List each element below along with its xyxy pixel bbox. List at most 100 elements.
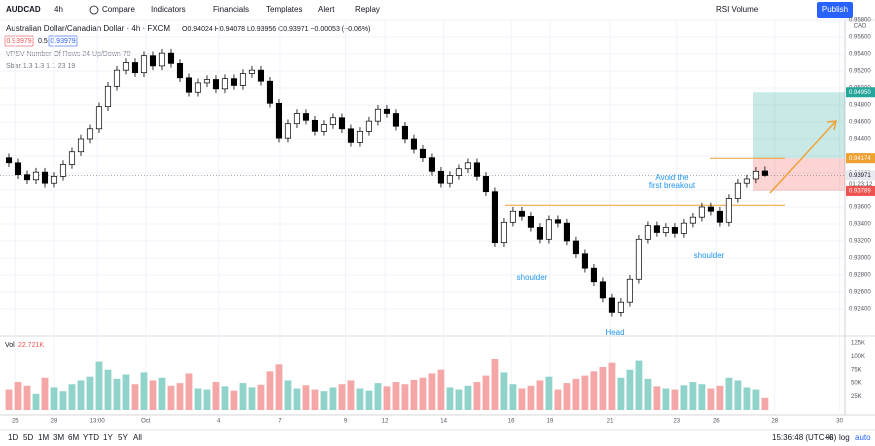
annotation: Head bbox=[605, 328, 624, 337]
y-tick-label: 0.94400 bbox=[849, 137, 871, 143]
volume-tick-label: 75K bbox=[851, 367, 862, 373]
range-button[interactable]: 1M bbox=[38, 433, 49, 442]
candle-body bbox=[32, 171, 40, 181]
volume-bar bbox=[347, 380, 355, 410]
y-tick-label: 0.94800 bbox=[849, 103, 871, 109]
volume-bar bbox=[14, 382, 22, 410]
price-tag-label: 0.94174 bbox=[849, 156, 871, 162]
range-button[interactable]: 5D bbox=[23, 433, 33, 442]
bid-box[interactable] bbox=[4, 35, 34, 47]
volume-bar bbox=[392, 382, 400, 410]
candle-body bbox=[194, 82, 202, 93]
publish-button[interactable] bbox=[817, 2, 853, 18]
interval[interactable]: 4h bbox=[54, 5, 63, 14]
volume-bar bbox=[725, 377, 733, 410]
volume-bar bbox=[32, 393, 40, 410]
volume-legend-name: Vol bbox=[5, 342, 15, 349]
y-tick-label: 0.94600 bbox=[849, 120, 871, 126]
candle-body bbox=[41, 171, 49, 184]
candle-body bbox=[59, 164, 67, 177]
candle-body bbox=[617, 301, 624, 313]
candle-body bbox=[608, 297, 615, 313]
toolbar-item[interactable]: Replay bbox=[355, 5, 380, 14]
volume-bar bbox=[680, 385, 688, 410]
volume-bar bbox=[122, 374, 130, 410]
candle-body bbox=[122, 62, 130, 71]
range-button[interactable]: 1Y bbox=[103, 433, 113, 442]
volume-bar bbox=[752, 389, 760, 410]
candle-body bbox=[437, 170, 444, 184]
volume-bar bbox=[464, 385, 472, 410]
candle-body bbox=[167, 52, 175, 64]
toolbar-item[interactable]: Financials bbox=[213, 5, 249, 14]
volume-bar bbox=[545, 376, 553, 410]
candle-body bbox=[221, 78, 229, 90]
ask-box[interactable] bbox=[48, 35, 78, 47]
volume-bar bbox=[527, 385, 535, 410]
volume-bar bbox=[536, 380, 544, 410]
volume-bar bbox=[761, 397, 769, 410]
candle-body bbox=[716, 210, 723, 223]
range-button[interactable]: 6M bbox=[68, 433, 79, 442]
volume-bar bbox=[140, 372, 148, 410]
y-tick-label: 0.93200 bbox=[849, 239, 871, 245]
candle-body bbox=[482, 176, 489, 193]
candle-body bbox=[248, 69, 256, 74]
x-tick-label: 26 bbox=[713, 419, 720, 425]
volume-bar bbox=[374, 383, 382, 410]
candle-body bbox=[626, 278, 633, 303]
candle-body bbox=[131, 62, 139, 74]
price-tag-label: 0.93971 bbox=[849, 173, 871, 179]
y-tick-label: 0.92800 bbox=[849, 273, 871, 279]
x-tick-label: 21 bbox=[607, 419, 614, 425]
candle-body bbox=[239, 73, 247, 86]
range-button[interactable]: All bbox=[133, 433, 142, 442]
candle-body bbox=[275, 102, 283, 139]
volume-bar bbox=[320, 391, 328, 410]
scale-option[interactable]: log bbox=[839, 433, 850, 442]
candle-body bbox=[176, 62, 184, 79]
volume-bar bbox=[50, 387, 58, 410]
clock: 15:36:48 (UTC+8) bbox=[772, 433, 837, 442]
volume-bar bbox=[158, 377, 166, 410]
range-button[interactable]: 3M bbox=[53, 433, 64, 442]
price-tag-label: 0.94950 bbox=[849, 90, 871, 96]
countdown: 01:23:12 bbox=[849, 182, 873, 188]
candle-body bbox=[230, 78, 238, 86]
volume-bar bbox=[248, 387, 256, 410]
x-tick-label: 14 bbox=[440, 419, 447, 425]
volume-tick-label: 25K bbox=[851, 394, 862, 400]
candle-body bbox=[77, 138, 85, 153]
symbol[interactable]: AUDCAD bbox=[6, 5, 41, 14]
volume-bar bbox=[23, 385, 31, 410]
candle-body bbox=[545, 219, 552, 240]
toolbar bbox=[0, 0, 875, 20]
candle-body bbox=[734, 182, 741, 199]
range-button[interactable]: 5Y bbox=[118, 433, 128, 442]
toolbar-item[interactable]: Alert bbox=[318, 5, 335, 14]
scale-option[interactable]: auto bbox=[855, 433, 871, 442]
x-tick-label: 25 bbox=[12, 419, 19, 425]
price-tag bbox=[846, 170, 875, 181]
scale-option[interactable]: % bbox=[826, 433, 833, 442]
range-button[interactable]: 1D bbox=[8, 433, 18, 442]
volume-bar bbox=[410, 379, 418, 410]
y-tick-label: 0.95800 bbox=[849, 18, 871, 24]
layout-name[interactable]: RSI Volume bbox=[716, 5, 759, 14]
toolbar-item[interactable]: Indicators bbox=[151, 5, 186, 14]
toolbar-item[interactable]: Templates bbox=[266, 5, 302, 14]
volume-bar bbox=[113, 378, 121, 410]
volume-tick-label: 50K bbox=[851, 381, 862, 387]
volume-tick-label: 100K bbox=[851, 354, 865, 360]
volume-bar bbox=[500, 372, 508, 410]
volume-bar bbox=[59, 391, 67, 410]
candle-body bbox=[95, 106, 103, 130]
volume-bar bbox=[572, 378, 580, 410]
toolbar-item[interactable]: Compare bbox=[102, 5, 135, 14]
arrow-head bbox=[826, 120, 837, 131]
range-button[interactable]: YTD bbox=[83, 433, 99, 442]
stop-zone bbox=[753, 158, 845, 191]
volume-bar bbox=[473, 382, 481, 410]
candle-body bbox=[491, 191, 498, 244]
